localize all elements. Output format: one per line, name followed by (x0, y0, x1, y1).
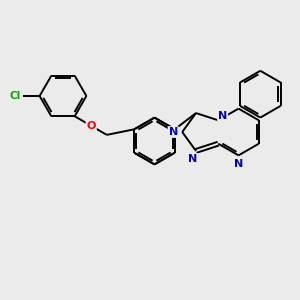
Text: N: N (234, 159, 243, 170)
Text: N: N (169, 127, 178, 137)
Text: N: N (188, 154, 197, 164)
Text: O: O (86, 121, 96, 131)
Text: Cl: Cl (9, 91, 21, 101)
Text: N: N (218, 111, 227, 121)
